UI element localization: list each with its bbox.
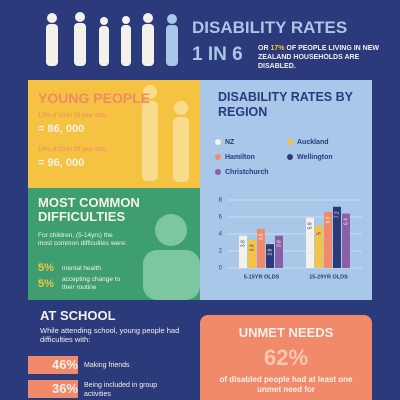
value-label: 3.8 (276, 240, 282, 247)
pct: 36% (28, 380, 78, 398)
header-ratio: 1 IN 6 (192, 44, 243, 65)
bar (257, 228, 265, 268)
panel-title: YOUNG PEOPLE (38, 90, 151, 106)
value-label: 3.3 (249, 244, 255, 251)
stat-label: 14% of 20 to 29 year olds (38, 147, 107, 153)
value-label: 3.8 (240, 240, 246, 247)
unmet-panel: UNMET NEEDS 62% of disabled people had a… (200, 315, 372, 400)
y-tick-label: 4 (219, 232, 223, 238)
item-label: Making friends (84, 362, 130, 369)
item-label: Being included in group activities (84, 382, 158, 398)
intro: While attending school, young people had… (40, 326, 180, 344)
panel-title: UNMET NEEDS (238, 325, 334, 340)
bar (248, 239, 256, 268)
value-label: 7.2 (334, 211, 340, 218)
legend-label: Hamilton (225, 154, 255, 161)
y-tick-label: 6 (219, 215, 223, 221)
bar (315, 225, 323, 268)
header-title: DISABILITY RATES (192, 18, 348, 37)
legend-swatch (287, 139, 293, 145)
figures (142, 85, 189, 182)
bar (342, 213, 350, 268)
young-people-panel: YOUNG PEOPLE 13% of 10 to 19 year olds =… (28, 80, 200, 188)
legend-swatch (287, 154, 293, 160)
bar (275, 235, 283, 268)
stat-label: 13% of 10 to 19 year olds (38, 113, 107, 119)
x-tick-label: 15-29YR OLDS (309, 274, 348, 280)
chart-panel: DISABILITY RATES BY REGION NZ Auckland Ham… (200, 80, 372, 300)
value-label: 6.4 (343, 218, 349, 225)
pct: 5% (38, 278, 54, 290)
chart-title: DISABILITY RATES BY REGION (218, 90, 353, 119)
text: OR (258, 45, 269, 52)
pct: 46% (28, 356, 78, 374)
panel-title: MOST COMMON DIFFICULTIES (38, 195, 140, 224)
y-tick-label: 0 (219, 266, 223, 272)
figure (143, 214, 200, 300)
item-label: mental health (62, 265, 102, 272)
silhouettes (46, 12, 178, 66)
highlight: 17% (270, 45, 285, 52)
stat-value: = 96, 000 (38, 157, 85, 169)
chart: NZ Auckland Hamilton Wellington Christchurch… (215, 139, 362, 280)
legend-swatch (215, 169, 221, 175)
value-label: 6.6 (325, 216, 331, 223)
legend-label: Wellington (297, 154, 333, 161)
legend-swatch (215, 139, 221, 145)
value-label: 5.9 (307, 222, 313, 229)
text: of disabled people had at least one unme… (219, 375, 353, 394)
big-pct: 62% (263, 345, 309, 370)
bar (324, 211, 332, 268)
item-label: accepting change to their routine (62, 276, 121, 291)
difficulties-panel: MOST COMMON DIFFICULTIES For children, (… (28, 188, 200, 300)
bar (239, 235, 247, 268)
section-title: AT SCHOOL (40, 308, 116, 323)
y-tick-label: 8 (219, 198, 223, 204)
bar (306, 217, 314, 268)
pct: 5% (38, 262, 54, 274)
bar (266, 244, 274, 268)
x-tick-label: 5-15YR OLDS (244, 274, 280, 280)
value-label: 5 (316, 232, 322, 235)
stat-value: = 86, 000 (38, 123, 85, 135)
value-label: 2.8 (267, 249, 273, 256)
header-text: OR 17% OF PEOPLE LIVING IN NEW ZEALAND H… (258, 44, 388, 71)
text: OF PEOPLE LIVING IN NEW ZEALAND HOUSEHOL… (258, 45, 379, 70)
intro: For children, (5-14yrs) the most common … (38, 232, 127, 247)
legend-label: Auckland (297, 139, 329, 146)
legend-swatch (215, 154, 221, 160)
value-label: 4.6 (258, 233, 264, 240)
legend-label: Christchurch (225, 169, 269, 176)
y-tick-label: 2 (219, 249, 223, 255)
legend-label: NZ (225, 139, 235, 146)
bar (333, 206, 341, 268)
